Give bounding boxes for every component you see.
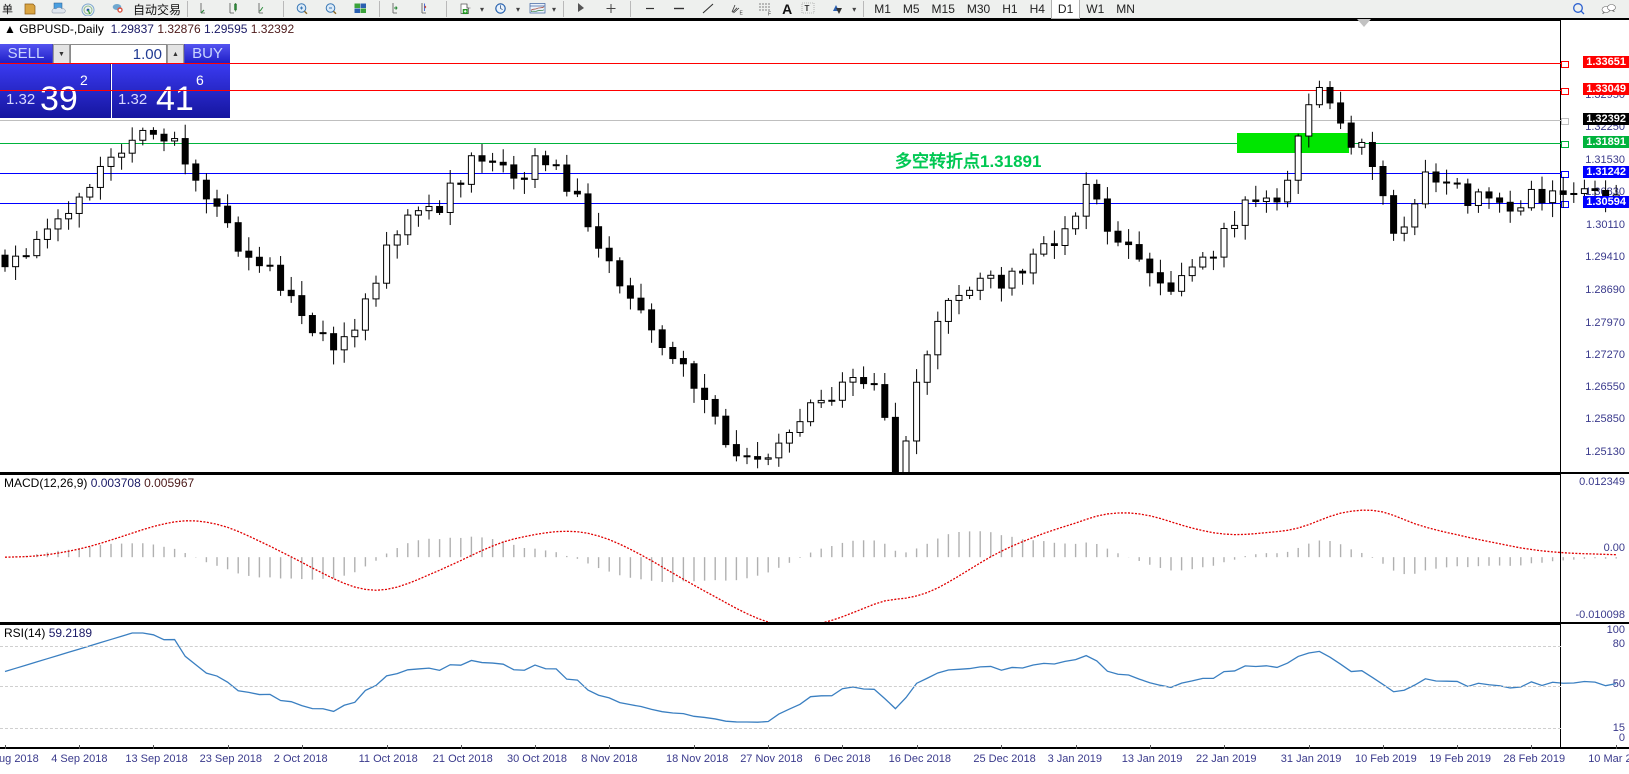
- svg-text:F: F: [768, 12, 771, 17]
- svg-text:E: E: [739, 11, 743, 17]
- svg-text:T: T: [804, 4, 809, 13]
